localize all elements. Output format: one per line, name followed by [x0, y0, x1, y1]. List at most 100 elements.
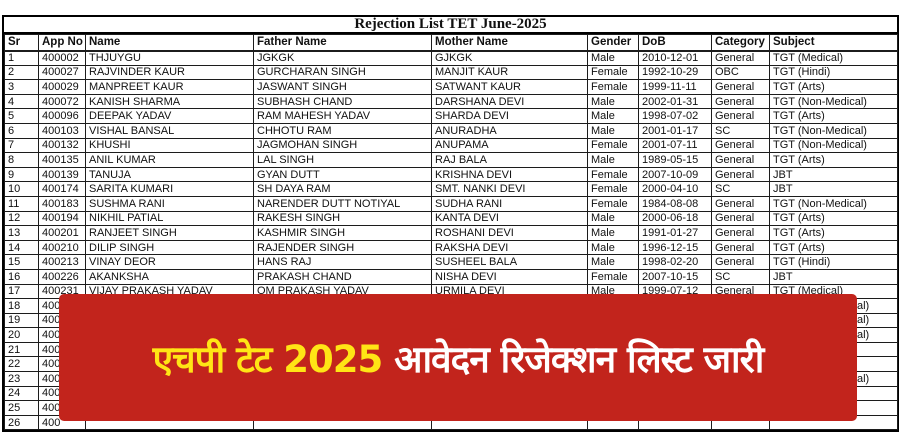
- table-cell: JBT: [769, 166, 898, 183]
- subject-fragment: al): [857, 299, 870, 312]
- table-cell: 400096: [38, 108, 86, 124]
- table-cell: ROSHANI DEVI: [431, 225, 588, 241]
- table-cell: 2002-01-31: [638, 93, 712, 110]
- table-row: 10 400174 SARITA KUMARI SH DAYA RAM SMT. NAN…: [4, 181, 898, 197]
- table-cell: TGT (Hindi): [769, 64, 898, 81]
- table-cell: 1984-08-08: [638, 195, 712, 212]
- table-cell: CHHOTU RAM: [253, 122, 432, 139]
- table-cell: TGT (Arts): [769, 79, 898, 95]
- table-row: 2 400027 RAJVINDER KAUR GURCHARAN SINGH MANJ…: [4, 64, 898, 81]
- table-body: 1 400002 THJUYGU JGKGK GJKGK Male 2010-12-01 Ge…: [4, 50, 898, 431]
- table-cell: SC: [711, 268, 770, 285]
- table-cell: 2007-10-09: [638, 166, 712, 183]
- table-cell: 22: [4, 356, 39, 373]
- table-cell: General: [711, 93, 770, 110]
- table-cell: KRISHNA DEVI: [431, 166, 588, 183]
- table-row: 9 400139 TANUJA GYAN DUTT KRISHNA DEVI Female…: [4, 166, 898, 183]
- col-header-sr: Sr: [4, 34, 39, 52]
- subject-fragment: al): [857, 372, 870, 385]
- table-cell: GURCHARAN SINGH: [253, 64, 432, 81]
- table-cell: 400194: [38, 210, 86, 227]
- table-cell: Male: [587, 152, 639, 168]
- table-cell: NIKHIL PATIAL: [85, 210, 254, 227]
- table-cell: LAL SINGH: [253, 152, 432, 168]
- table-row: 16 400226 AKANKSHA PRAKASH CHAND NISHA DEVI F…: [4, 268, 898, 285]
- table-cell: Male: [587, 122, 639, 139]
- table-cell: PRAKASH CHAND: [253, 268, 432, 285]
- table-cell: SUSHMA RANI: [85, 195, 254, 212]
- table-cell: KANTA DEVI: [431, 210, 588, 227]
- col-header-gender: Gender: [587, 34, 639, 52]
- table-cell: KASHMIR SINGH: [253, 225, 432, 241]
- col-header-subject: Subject: [769, 34, 898, 52]
- table-cell: SH DAYA RAM: [253, 181, 432, 197]
- table-cell: 2007-10-15: [638, 268, 712, 285]
- table-cell: Male: [587, 239, 639, 256]
- table-cell: 3: [4, 79, 39, 95]
- table-cell: Male: [587, 254, 639, 270]
- table-cell: OBC: [711, 64, 770, 81]
- table-cell: RAJENDER SINGH: [253, 239, 432, 256]
- data-table: Sr App No Name Father Name Mother Name G…: [4, 34, 898, 431]
- table-cell: KHUSHI: [85, 137, 254, 154]
- table-cell: 400132: [38, 137, 86, 154]
- table-cell: ANUPAMA: [431, 137, 588, 154]
- table-cell: DEEPAK YADAV: [85, 108, 254, 124]
- table-cell: 17: [4, 283, 39, 300]
- table-cell: RAKSHA DEVI: [431, 239, 588, 256]
- table-cell: 2001-01-17: [638, 122, 712, 139]
- table-row: 7 400132 KHUSHI JAGMOHAN SINGH ANUPAMA Female…: [4, 137, 898, 154]
- table-cell: SUSHEEL BALA: [431, 254, 588, 270]
- table-cell: GYAN DUTT: [253, 166, 432, 183]
- table-cell: 1989-05-15: [638, 152, 712, 168]
- table-cell: 400029: [38, 79, 86, 95]
- table-cell: SARITA KUMARI: [85, 181, 254, 197]
- table-cell: 2000-06-18: [638, 210, 712, 227]
- table-cell: SATWANT KAUR: [431, 79, 588, 95]
- table-cell: 18: [4, 298, 39, 314]
- table-cell: NARENDER DUTT NOTIYAL: [253, 195, 432, 212]
- table-cell: RAKESH SINGH: [253, 210, 432, 227]
- table-cell: RAJVINDER KAUR: [85, 64, 254, 81]
- table-cell: RANJEET SINGH: [85, 225, 254, 241]
- table-cell: AKANKSHA: [85, 268, 254, 285]
- table-cell: Female: [587, 166, 639, 183]
- table-cell: MANJIT KAUR: [431, 64, 588, 81]
- table-cell: General: [711, 50, 770, 66]
- table-cell: General: [711, 225, 770, 241]
- table-cell: 12: [4, 210, 39, 227]
- col-header-category: Category: [711, 34, 770, 52]
- table-cell: VISHAL BANSAL: [85, 122, 254, 139]
- table-cell: TGT (Arts): [769, 225, 898, 241]
- table-cell: SMT. NANKI DEVI: [431, 181, 588, 197]
- table-cell: General: [711, 137, 770, 154]
- col-header-father-name: Father Name: [253, 34, 432, 52]
- table-cell: 2001-07-11: [638, 137, 712, 154]
- table-title: Rejection List TET June-2025: [4, 17, 897, 34]
- table-cell: 1: [4, 50, 39, 66]
- table-cell: JASWANT SINGH: [253, 79, 432, 95]
- table-cell: Female: [587, 137, 639, 154]
- table-cell: TGT (Non-Medical): [769, 137, 898, 154]
- table-cell: 10: [4, 181, 39, 197]
- table-cell: 11: [4, 195, 39, 212]
- table-cell: 21: [4, 341, 39, 358]
- table-cell: 400183: [38, 195, 86, 212]
- table-cell: 26: [4, 414, 39, 431]
- table-cell: DILIP SINGH: [85, 239, 254, 256]
- table-cell: SUDHA RANI: [431, 195, 588, 212]
- table-cell: 5: [4, 108, 39, 124]
- table-cell: TGT (Medical): [769, 50, 898, 66]
- table-row: 3 400029 MANPREET KAUR JASWANT SINGH SATWANT…: [4, 79, 898, 95]
- table-cell: Male: [587, 108, 639, 124]
- table-row: 12 400194 NIKHIL PATIAL RAKESH SINGH KANTA D…: [4, 210, 898, 227]
- table-cell: JBT: [769, 181, 898, 197]
- table-cell: 7: [4, 137, 39, 154]
- table-cell: ANURADHA: [431, 122, 588, 139]
- table-cell: SHARDA DEVI: [431, 108, 588, 124]
- table-cell: JBT: [769, 268, 898, 285]
- table-row: 14 400210 DILIP SINGH RAJENDER SINGH RAKSHA …: [4, 239, 898, 256]
- table-cell: General: [711, 195, 770, 212]
- col-header-name: Name: [85, 34, 254, 52]
